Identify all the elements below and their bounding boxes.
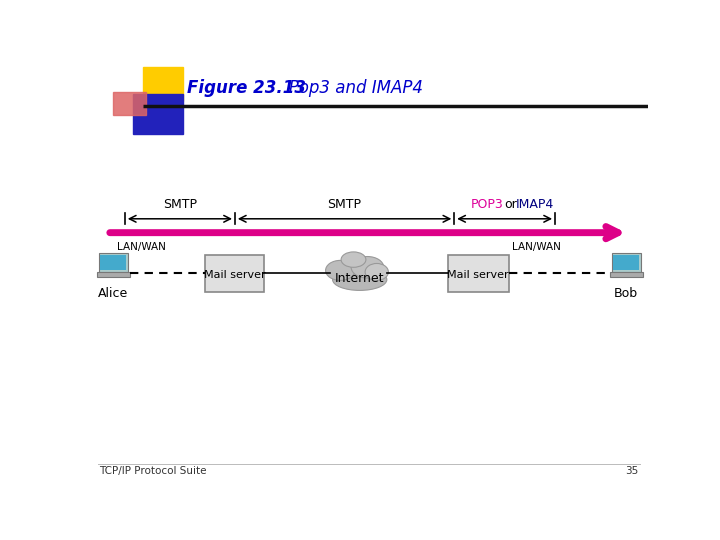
Bar [610, 272, 642, 276]
Text: 35: 35 [626, 467, 639, 476]
Bar [113, 92, 145, 115]
Ellipse shape [351, 256, 384, 278]
Ellipse shape [365, 264, 388, 280]
Bar [204, 255, 264, 292]
Ellipse shape [333, 269, 387, 291]
Text: LAN/WAN: LAN/WAN [512, 242, 560, 252]
Text: Internet: Internet [335, 272, 384, 285]
Ellipse shape [341, 252, 366, 267]
Text: SMTP: SMTP [328, 198, 361, 211]
Ellipse shape [325, 260, 355, 280]
FancyBboxPatch shape [611, 253, 641, 272]
Bar [143, 67, 183, 101]
FancyBboxPatch shape [100, 255, 127, 271]
Text: or: or [504, 198, 517, 211]
Bar [97, 272, 130, 276]
Text: Bob: Bob [614, 287, 639, 300]
Text: SMTP: SMTP [163, 198, 197, 211]
Text: LAN/WAN: LAN/WAN [117, 242, 166, 252]
Text: Mail server: Mail server [447, 270, 509, 280]
Bar [132, 94, 183, 134]
Text: POP3: POP3 [470, 198, 503, 211]
FancyBboxPatch shape [99, 253, 128, 272]
Text: IMAP4: IMAP4 [516, 198, 554, 211]
Text: TCP/IP Protocol Suite: TCP/IP Protocol Suite [99, 467, 207, 476]
Text: Mail server: Mail server [204, 270, 266, 280]
Bar [448, 255, 508, 292]
Text: Alice: Alice [98, 287, 128, 300]
FancyBboxPatch shape [613, 255, 639, 271]
Text: Pop3 and IMAP4: Pop3 and IMAP4 [273, 79, 423, 97]
Text: Figure 23.13: Figure 23.13 [187, 79, 306, 97]
